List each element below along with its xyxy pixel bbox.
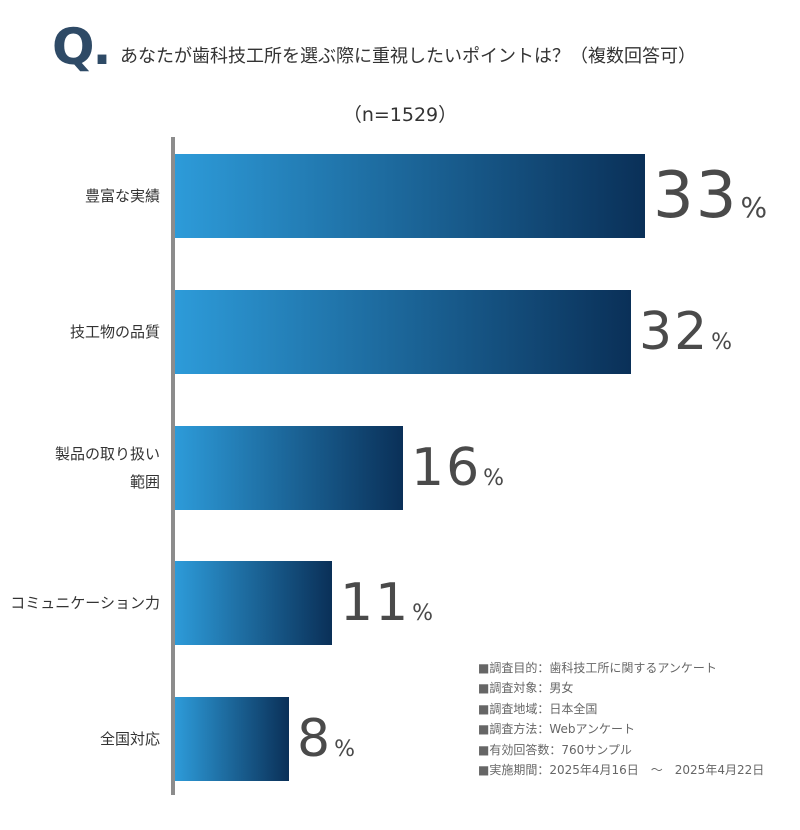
category-label: 全国対応: [0, 725, 160, 753]
value-label: 32%: [639, 306, 732, 358]
bar: [175, 561, 332, 645]
value-number: 16: [411, 438, 482, 498]
axis-line: [171, 137, 175, 795]
value-number: 11: [340, 573, 411, 633]
note-region: ■調査地域：日本全国: [478, 701, 598, 716]
note-method: ■調査方法：Webアンケート: [478, 722, 636, 737]
value-label: 8%: [297, 713, 355, 765]
category-label: 豊富な実績: [0, 182, 160, 210]
note-period: ■実施期間：2025年4月16日 ～ 2025年4月22日: [478, 763, 765, 778]
value-unit: %: [740, 191, 768, 224]
category-label: 技工物の品質: [0, 318, 160, 346]
category-label-line: 全国対応: [99, 730, 160, 748]
category-label-line: コミュニケーション力: [10, 594, 160, 612]
category-label-line: 豊富な実績: [84, 187, 160, 205]
bar: [175, 154, 645, 238]
value-label: 33%: [653, 164, 767, 228]
category-label-line: 製品の取り扱い: [54, 445, 160, 463]
value-number: 8: [297, 709, 333, 769]
note-responses: ■有効回答数：760サンプル: [478, 742, 632, 757]
note-target: ■調査対象：男女: [478, 681, 574, 696]
value-label: 16%: [411, 442, 504, 494]
bar: [175, 697, 289, 781]
value-unit: %: [711, 330, 733, 355]
value-number: 32: [639, 302, 710, 362]
category-label-line: 技工物の品質: [69, 323, 160, 341]
value-unit: %: [334, 737, 355, 762]
category-label: 製品の取り扱い範囲: [0, 440, 160, 496]
value-unit: %: [412, 601, 434, 626]
value-number: 33: [653, 159, 739, 233]
sample-size: （n=1529）: [342, 104, 458, 126]
value-unit: %: [483, 466, 505, 491]
survey-notes: ■調査目的：歯科技工所に関するアンケート ■調査対象：男女 ■調査地域：日本全国…: [478, 658, 764, 780]
value-label: 11%: [340, 577, 433, 629]
bar: [175, 426, 403, 510]
note-purpose: ■調査目的：歯科技工所に関するアンケート: [478, 661, 717, 675]
question-mark: Q.: [52, 18, 111, 76]
question-text: あなたが歯科技工所を選ぶ際に重視したいポイントは？（複数回答可）: [120, 46, 696, 67]
category-label-line: 範囲: [129, 473, 160, 491]
category-label: コミュニケーション力: [0, 589, 160, 617]
bar: [175, 290, 631, 374]
